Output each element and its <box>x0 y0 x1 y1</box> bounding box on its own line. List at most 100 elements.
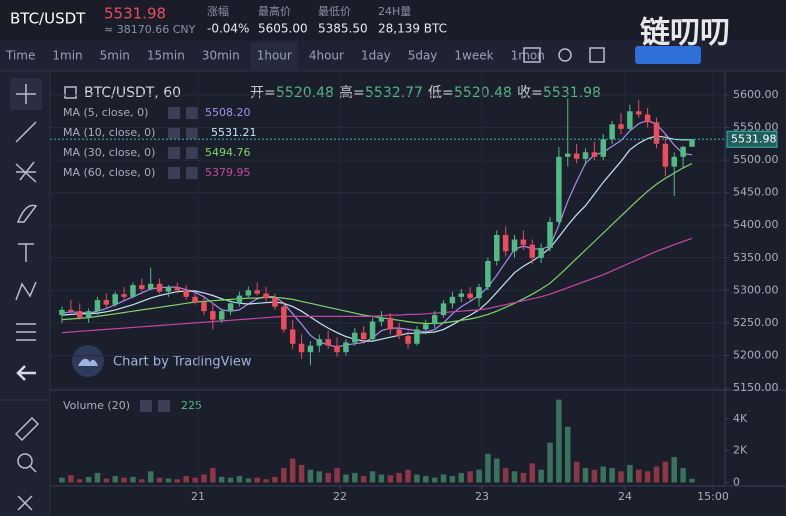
volume-bar <box>147 471 154 483</box>
volume-bar <box>689 478 695 483</box>
tool-pattern[interactable] <box>15 281 37 301</box>
volume-name: Volume (20) <box>63 399 130 412</box>
ma-eye-icon[interactable] <box>168 107 180 119</box>
interval-button[interactable]: 5day <box>408 49 438 63</box>
volume-bar <box>458 472 465 483</box>
y-tick-label: 5250.00 <box>733 316 779 329</box>
volume-bar <box>529 463 536 483</box>
ohlc-value: 5520.48 <box>454 85 512 101</box>
interval-button[interactable]: 1mon <box>511 49 545 63</box>
candle-body <box>573 153 580 159</box>
cny-price: ≈ 38170.66 CNY <box>104 23 196 36</box>
candle-body <box>245 290 252 296</box>
interval-button[interactable]: 4hour <box>309 49 344 63</box>
candle-body <box>94 300 101 312</box>
ma-settings-icon[interactable] <box>186 167 198 179</box>
ma-eye-icon[interactable] <box>168 167 180 179</box>
candle-body <box>360 332 367 340</box>
volume-tick-label: 0 <box>733 475 740 488</box>
candle-body <box>236 295 243 304</box>
ohlc-label: 低= <box>428 85 454 101</box>
candle-body <box>547 221 553 248</box>
tool-back[interactable] <box>16 365 36 381</box>
volume-bar <box>130 476 136 483</box>
volume-bar <box>547 442 553 483</box>
volume-bar <box>183 476 189 483</box>
watermark: 链叨叨 <box>640 16 730 51</box>
candle-body <box>183 290 189 297</box>
tool-measure[interactable] <box>14 416 40 442</box>
last-price: 5531.98 <box>104 5 166 23</box>
interval-button[interactable]: 5min <box>100 49 130 63</box>
interval-button[interactable]: 1min <box>52 49 82 63</box>
volume-settings-icon[interactable] <box>158 400 170 412</box>
candle-body <box>529 244 536 258</box>
volume-bar <box>644 471 651 483</box>
candle-body <box>218 311 225 320</box>
chart-bg <box>50 72 786 516</box>
volume-value: 225 <box>181 399 202 412</box>
volume-bar <box>485 453 491 483</box>
ma-value: 5531.21 <box>211 126 257 139</box>
volume-bar <box>635 469 642 483</box>
candle-body <box>582 152 589 159</box>
candle-body <box>227 303 234 312</box>
candle-body <box>343 342 349 353</box>
candle-body <box>281 306 287 330</box>
candle-body <box>440 303 447 316</box>
ma-eye-icon[interactable] <box>168 147 180 159</box>
stat-value: 5605.00 <box>258 22 308 36</box>
ma-settings-icon[interactable] <box>186 147 198 159</box>
branding-cloud <box>78 358 98 366</box>
candle-body <box>396 329 402 336</box>
last-price-label: 5531.98 <box>731 132 777 145</box>
volume-bar <box>245 478 252 483</box>
volume-bar <box>538 469 544 483</box>
interval-button[interactable]: 1hour <box>257 49 292 63</box>
candle-body <box>130 285 136 297</box>
volume-eye-icon[interactable] <box>140 400 152 412</box>
volume-bar <box>192 477 198 483</box>
interval-button[interactable]: 15min <box>147 49 185 63</box>
volume-tick-label: 2K <box>733 444 748 457</box>
tool-trendline[interactable] <box>15 121 37 143</box>
candle-body <box>139 285 145 290</box>
screenshot-icon[interactable] <box>589 47 605 63</box>
candle-body <box>449 296 456 304</box>
candle-body <box>352 332 358 343</box>
tool-crosshair[interactable] <box>16 84 36 104</box>
tool-fib[interactable] <box>15 161 37 183</box>
volume-bar <box>609 468 615 483</box>
x-tick-label: 24 <box>618 490 632 503</box>
candle-body <box>609 124 615 140</box>
volume-bar <box>263 479 269 483</box>
volume-bar <box>467 471 473 483</box>
volume-bar <box>156 477 163 483</box>
interval-button[interactable]: 1week <box>454 49 493 63</box>
settings-icon[interactable] <box>558 48 572 62</box>
ohlc-value: 5520.48 <box>276 85 334 101</box>
compare-icon[interactable] <box>523 47 541 63</box>
candle-body <box>556 156 562 222</box>
ma-settings-icon[interactable] <box>186 107 198 119</box>
header-stats: 涨幅 -0.04% 最高价 5605.00 最低价 5385.50 24H量 28,139 B… <box>207 4 447 36</box>
tool-prediction[interactable] <box>16 323 36 341</box>
candle-body <box>316 339 323 346</box>
tool-zoom[interactable] <box>17 453 33 469</box>
ma-settings-icon[interactable] <box>186 127 198 139</box>
candle-body <box>289 329 296 344</box>
volume-bar <box>94 472 101 483</box>
interval-button[interactable]: 30min <box>202 49 240 63</box>
tool-text[interactable] <box>18 243 34 262</box>
interval-button[interactable]: 1day <box>361 49 391 63</box>
collapse-icon[interactable] <box>64 86 77 99</box>
volume-bar <box>343 474 349 483</box>
sidebar-bg <box>0 72 50 516</box>
tool-brush[interactable] <box>16 204 38 223</box>
tool-remove[interactable] <box>17 495 33 511</box>
fullscreen-button[interactable] <box>635 46 701 64</box>
ma-eye-icon[interactable] <box>168 127 180 139</box>
candle-body <box>156 283 163 292</box>
candle-body <box>298 343 305 353</box>
interval-button[interactable]: Time <box>5 49 35 63</box>
